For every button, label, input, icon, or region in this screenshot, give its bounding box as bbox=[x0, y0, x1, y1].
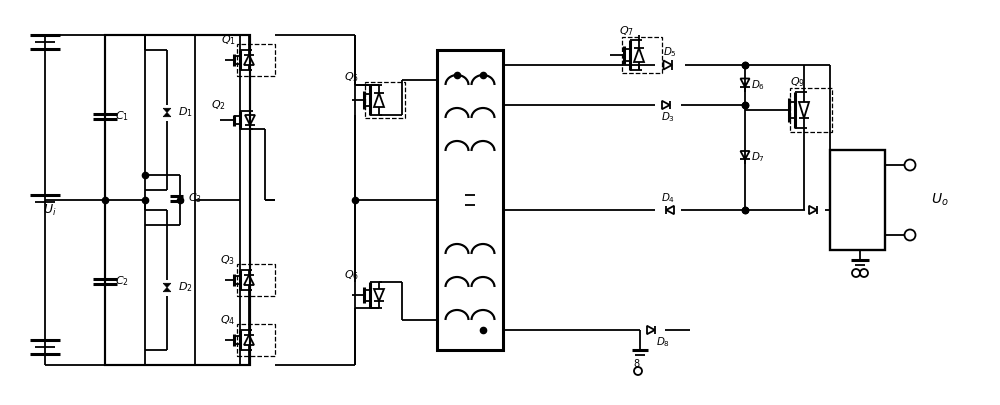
Bar bbox=[237, 324, 275, 356]
Polygon shape bbox=[163, 283, 171, 288]
Text: $D_3$: $D_3$ bbox=[661, 110, 675, 124]
Text: $D_7$: $D_7$ bbox=[751, 151, 765, 164]
Polygon shape bbox=[163, 288, 171, 292]
Text: $C_2$: $C_2$ bbox=[115, 274, 129, 288]
Text: $D_8$: $D_8$ bbox=[656, 335, 670, 349]
Text: $D_1$: $D_1$ bbox=[178, 106, 192, 119]
Text: $Q_4$: $Q_4$ bbox=[220, 313, 236, 327]
Text: $D_5$: $D_5$ bbox=[663, 45, 677, 59]
Text: $Q_2$: $Q_2$ bbox=[211, 98, 225, 112]
Text: $D_6$: $D_6$ bbox=[751, 78, 765, 92]
Text: $D_4$: $D_4$ bbox=[661, 191, 675, 205]
Bar bbox=[622, 37, 662, 73]
Bar bbox=[830, 150, 885, 250]
Text: $U_o$: $U_o$ bbox=[931, 192, 949, 208]
Text: $C_1$: $C_1$ bbox=[115, 109, 129, 123]
Text: $8$: $8$ bbox=[633, 357, 641, 369]
Text: $Q_9$: $Q_9$ bbox=[790, 75, 806, 89]
Bar bbox=[237, 264, 275, 296]
Text: $Q_5$: $Q_5$ bbox=[344, 70, 360, 84]
Text: $Q_7$: $Q_7$ bbox=[619, 24, 635, 38]
Bar bbox=[790, 88, 832, 132]
Polygon shape bbox=[163, 108, 171, 113]
Bar bbox=[105, 35, 250, 365]
Text: $U_i$: $U_i$ bbox=[43, 202, 57, 217]
Bar bbox=[365, 82, 405, 118]
Text: $Q_3$: $Q_3$ bbox=[220, 253, 236, 267]
Polygon shape bbox=[163, 113, 171, 117]
Text: $C_3$: $C_3$ bbox=[188, 192, 202, 205]
Text: $D_2$: $D_2$ bbox=[178, 281, 192, 294]
Text: $Q_1$: $Q_1$ bbox=[221, 33, 235, 47]
Bar bbox=[437, 50, 503, 350]
Bar bbox=[237, 44, 275, 76]
Text: $Q_6$: $Q_6$ bbox=[344, 268, 360, 282]
